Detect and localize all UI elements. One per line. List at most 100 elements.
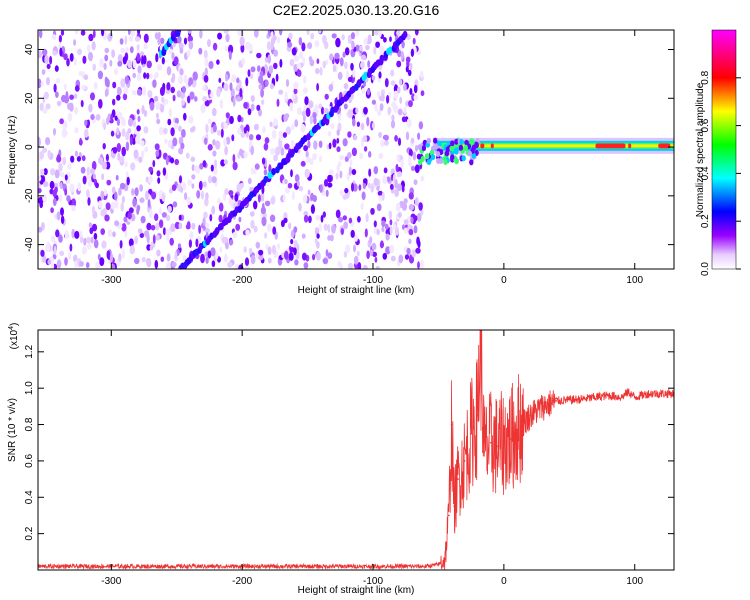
noise-cell: [282, 132, 287, 138]
noise-cell: [158, 207, 162, 215]
noise-cell: [67, 112, 73, 122]
noise-cell: [132, 90, 137, 96]
noise-cell: [174, 117, 179, 125]
noise-cell: [358, 184, 362, 191]
noise-cell: [49, 55, 53, 65]
noise-cell: [420, 259, 424, 269]
noise-cell: [380, 93, 385, 102]
transition-cell: [461, 155, 466, 162]
noise-cell: [245, 41, 251, 50]
noise-cell: [143, 33, 149, 43]
noise-cell: [191, 222, 196, 230]
noise-cell: [283, 217, 288, 224]
noise-cell: [366, 250, 370, 259]
noise-cell: [378, 131, 382, 139]
noise-cell: [229, 115, 234, 125]
noise-cell: [250, 95, 255, 103]
noise-cell: [73, 93, 78, 99]
noise-cell: [224, 45, 228, 52]
noise-cell: [133, 128, 137, 135]
transition-cell: [449, 145, 454, 152]
noise-cell: [368, 168, 372, 177]
noise-cell: [346, 172, 350, 181]
noise-cell: [273, 154, 278, 162]
noise-cell: [114, 199, 119, 209]
noise-cell: [161, 57, 165, 65]
noise-cell: [315, 214, 321, 221]
noise-cell: [131, 188, 135, 196]
noise-cell: [132, 119, 136, 128]
noise-cell: [159, 86, 165, 97]
noise-cell: [210, 247, 216, 257]
noise-cell: [397, 171, 403, 178]
noise-cell: [71, 198, 77, 208]
noise-cell: [371, 122, 376, 129]
noise-cell: [314, 40, 320, 48]
noise-cell: [376, 228, 380, 236]
noise-cell: [204, 137, 208, 145]
noise-cell: [55, 91, 59, 98]
noise-cell: [59, 194, 63, 203]
noise-cell: [45, 77, 51, 86]
noise-cell: [198, 180, 203, 191]
noise-cell: [418, 121, 424, 130]
noise-cell: [356, 250, 360, 257]
noise-cell: [375, 41, 380, 48]
noise-cell: [325, 189, 329, 197]
noise-cell: [83, 74, 89, 81]
noise-cell: [127, 117, 134, 127]
band-hotspot: [595, 143, 626, 149]
noise-cell: [127, 211, 132, 220]
noise-cell: [228, 44, 234, 54]
noise-cell: [303, 75, 307, 84]
noise-cell: [289, 102, 294, 112]
noise-cell: [292, 191, 295, 201]
noise-cell: [239, 88, 243, 98]
noise-cell: [382, 134, 388, 141]
noise-cell: [86, 189, 90, 198]
snr-data-point: [620, 396, 623, 399]
noise-cell: [210, 164, 214, 172]
noise-cell: [368, 151, 372, 158]
noise-cell: [54, 169, 60, 179]
noise-cell: [247, 177, 252, 185]
noise-cell: [106, 179, 112, 186]
noise-cell: [149, 245, 154, 251]
noise-cell: [38, 137, 41, 147]
noise-cell: [51, 34, 57, 41]
noise-cell: [384, 78, 389, 88]
noise-cell: [303, 145, 308, 152]
noise-cell: [136, 44, 140, 51]
noise-cell: [270, 147, 276, 155]
snr-data-point: [509, 438, 512, 440]
noise-cell: [290, 140, 295, 148]
noise-cell: [352, 69, 356, 78]
noise-cell: [314, 238, 318, 244]
noise-cell: [183, 37, 188, 45]
noise-cell: [103, 63, 107, 70]
noise-cell: [55, 229, 60, 238]
noise-cell: [148, 209, 153, 219]
noise-cell: [74, 85, 80, 92]
noise-cell: [359, 45, 363, 51]
snr-data-point: [476, 414, 479, 417]
snr-data-point: [647, 392, 649, 395]
noise-cell: [161, 212, 167, 218]
noise-cell: [188, 40, 194, 50]
noise-cell: [169, 237, 174, 246]
noise-cell: [405, 131, 410, 141]
noise-cell: [298, 185, 304, 192]
noise-cell: [397, 137, 402, 146]
noise-cell: [58, 163, 63, 172]
figure-title: C2E2.2025.030.13.20.G16: [273, 2, 440, 18]
noise-cell: [330, 234, 334, 242]
noise-cell: [216, 129, 221, 136]
noise-cell: [284, 113, 290, 119]
noise-cell: [255, 134, 262, 141]
snr-x-tick-label: -100: [363, 576, 383, 587]
noise-cell: [168, 108, 173, 118]
trace-cell: [271, 168, 276, 176]
noise-cell: [166, 82, 171, 91]
noise-cell: [332, 138, 337, 148]
noise-cell: [382, 175, 388, 185]
